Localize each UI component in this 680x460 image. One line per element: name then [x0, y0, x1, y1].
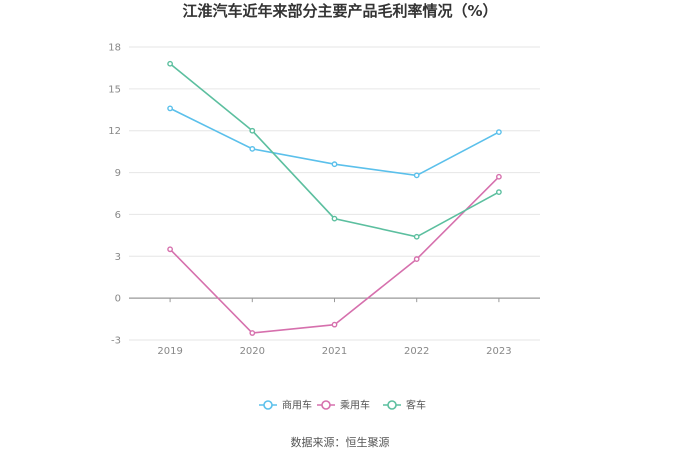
legend-marker	[387, 400, 397, 410]
data-point	[495, 173, 502, 180]
data-point	[167, 246, 174, 253]
x-tick-label: 2020	[240, 346, 265, 357]
y-tick-label: 9	[115, 168, 121, 179]
legend-marker	[321, 400, 331, 410]
data-point	[249, 330, 256, 336]
data-point	[249, 145, 256, 152]
y-tick-label: -3	[111, 336, 121, 347]
legend-label: 客车	[406, 399, 426, 412]
data-point	[167, 105, 174, 112]
data-point	[249, 127, 256, 134]
y-tick-label: 3	[115, 252, 121, 263]
data-point	[331, 321, 338, 328]
legend-marker	[263, 400, 273, 410]
data-point	[413, 172, 420, 179]
series-line-3	[169, 63, 500, 238]
legend: 商用车 乘用车 客车	[259, 399, 426, 412]
data-point	[413, 256, 420, 262]
data-point	[331, 161, 338, 168]
y-tick-label: 18	[108, 43, 121, 54]
series-line-2	[169, 176, 500, 334]
source-note: 数据来源：恒生聚源	[291, 435, 390, 449]
series-group	[167, 60, 502, 336]
data-point	[167, 60, 174, 67]
x-tick-label: 2021	[322, 346, 347, 357]
x-tick-label: 2023	[486, 346, 511, 357]
chart-title: 江淮汽车近年来部分主要产品毛利率情况（%）	[182, 2, 497, 20]
y-tick-label: 0	[115, 294, 121, 305]
y-tick-label: 6	[115, 210, 121, 221]
y-tick-label: 15	[108, 84, 121, 95]
data-point	[413, 233, 420, 240]
legend-label: 商用车	[282, 399, 312, 412]
legend-item[interactable]: 客车	[383, 399, 426, 412]
x-tick-label: 2022	[404, 346, 429, 357]
data-point	[495, 129, 502, 136]
legend-item[interactable]: 乘用车	[317, 399, 370, 412]
legend-item[interactable]: 商用车	[259, 399, 312, 412]
x-tick-label: 2019	[157, 346, 182, 357]
grid-lines	[129, 46, 540, 341]
x-axis: 2019 2020 2021 2022 2023	[157, 298, 512, 357]
legend-label: 乘用车	[340, 399, 370, 412]
y-tick-label: 12	[108, 126, 121, 137]
data-point	[495, 189, 502, 196]
data-point	[331, 215, 338, 222]
y-axis: -3 0 3 6 9 12 15 18	[108, 43, 121, 347]
